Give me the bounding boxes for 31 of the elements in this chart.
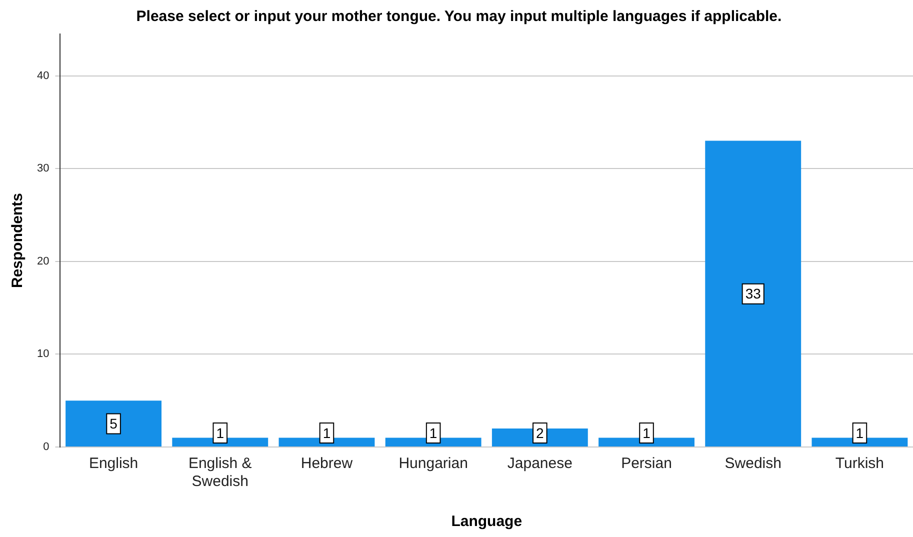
data-label: 33	[745, 286, 762, 302]
data-label: 1	[642, 424, 651, 441]
x-tick-label: English & Swedish	[188, 455, 252, 490]
data-label: 1	[216, 424, 224, 441]
bar	[812, 438, 908, 446]
x-tick-label: Persian	[621, 455, 672, 472]
x-tick-label: Swedish	[724, 455, 782, 472]
bar	[66, 400, 162, 446]
bar	[705, 140, 802, 446]
x-tick-label: Hebrew	[300, 455, 353, 472]
data-label: 2	[536, 424, 544, 441]
x-tick-label: Turkish	[835, 455, 884, 472]
bar	[278, 438, 375, 446]
y-tick-label: 10	[36, 348, 50, 360]
data-label: 5	[110, 416, 118, 432]
bar	[385, 438, 482, 446]
chart-title: Please select or input your mother tongue. You may input multiple languages if applicable.	[136, 8, 782, 26]
y-axis-title: Respondents	[9, 192, 26, 288]
bar	[172, 438, 268, 446]
y-tick-label: 20	[36, 255, 50, 268]
y-tick-label: 0	[43, 441, 50, 454]
y-tick-label: 40	[36, 70, 50, 82]
x-tick-label: Hungarian	[398, 455, 468, 472]
y-tick-label: 30	[36, 162, 50, 175]
data-label: 1	[856, 424, 864, 441]
data-label: 1	[322, 424, 331, 441]
x-tick-label: Japanese	[507, 455, 572, 472]
bar	[598, 438, 694, 446]
x-tick-label: English	[88, 455, 138, 472]
x-axis-title: Language	[451, 513, 522, 530]
data-label: 1	[429, 424, 438, 441]
